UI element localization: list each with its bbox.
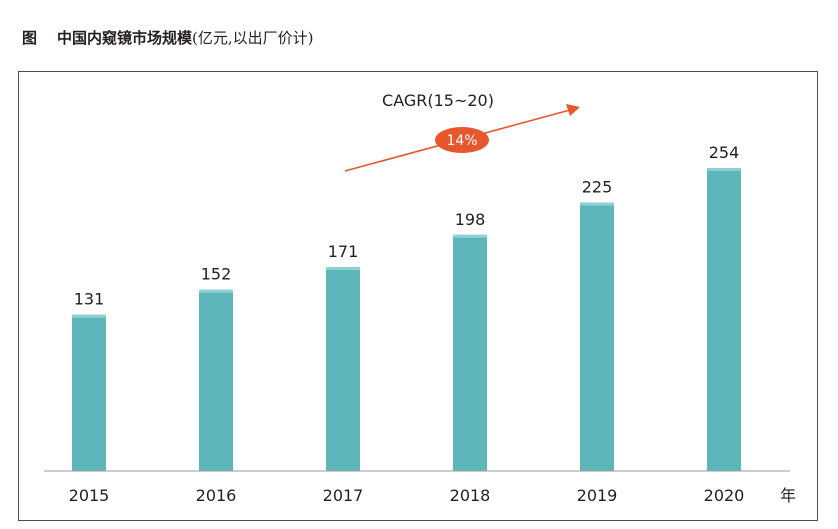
x-tick-group: 2015 2016 2017 2018 2019 2020 <box>69 486 745 505</box>
value-label-2016: 152 <box>201 265 232 284</box>
cagr-badge <box>435 127 489 153</box>
bar-cap-2015 <box>72 314 106 318</box>
x-tick-2018: 2018 <box>450 486 491 505</box>
x-tick-2020: 2020 <box>704 486 745 505</box>
bar-cap-2017 <box>326 267 360 271</box>
x-tick-2016: 2016 <box>196 486 237 505</box>
value-labels-group: 131 152 171 198 225 254 <box>74 143 740 309</box>
bars-group <box>72 168 741 471</box>
x-tick-2017: 2017 <box>323 486 364 505</box>
value-label-2015: 131 <box>74 290 105 309</box>
figure-label: 图 <box>22 29 38 47</box>
trend-arrowhead <box>566 104 580 116</box>
bar-cap-2018 <box>453 234 487 238</box>
title-unit: (亿元,以出厂价计) <box>192 29 314 47</box>
chart-title: 图 中国内窥镜市场规模(亿元,以出厂价计) <box>22 27 314 48</box>
cagr-label: CAGR(15~20) <box>382 91 494 110</box>
bar-2019 <box>580 202 614 471</box>
value-label-2018: 198 <box>455 210 486 229</box>
value-label-2020: 254 <box>709 143 740 162</box>
bar-2017 <box>326 267 360 471</box>
x-tick-2015: 2015 <box>69 486 110 505</box>
x-axis-unit-label: 年 <box>780 486 796 505</box>
bar-2020 <box>707 168 741 471</box>
chart-frame <box>18 71 818 521</box>
value-label-2019: 225 <box>582 178 613 197</box>
bar-cap-2019 <box>580 202 614 206</box>
bar-2018 <box>453 234 487 471</box>
title-main: 中国内窥镜市场规模 <box>57 29 193 47</box>
value-label-2017: 171 <box>328 242 359 261</box>
bar-2015 <box>72 314 106 471</box>
bar-2016 <box>199 289 233 471</box>
x-tick-2019: 2019 <box>577 486 618 505</box>
bar-cap-2016 <box>199 289 233 293</box>
bar-cap-2020 <box>707 168 741 172</box>
cagr-badge-text: 14% <box>446 133 477 149</box>
